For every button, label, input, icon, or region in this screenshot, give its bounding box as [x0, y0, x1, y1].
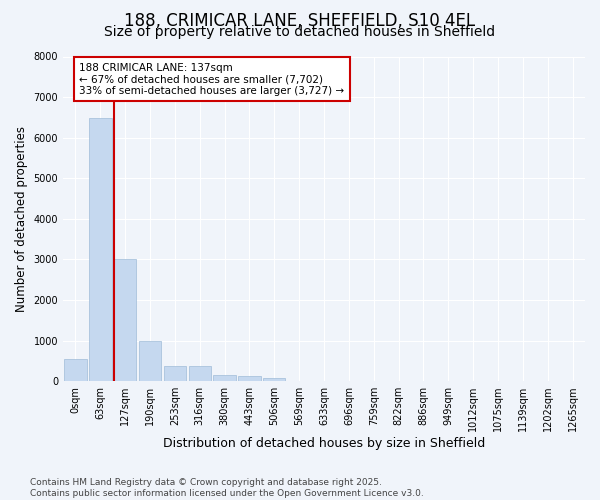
Bar — [188, 366, 211, 381]
Bar — [238, 376, 260, 381]
Bar — [64, 359, 86, 381]
Bar — [139, 340, 161, 381]
Text: 188 CRIMICAR LANE: 137sqm
← 67% of detached houses are smaller (7,702)
33% of se: 188 CRIMICAR LANE: 137sqm ← 67% of detac… — [79, 62, 344, 96]
Text: Size of property relative to detached houses in Sheffield: Size of property relative to detached ho… — [104, 25, 496, 39]
Y-axis label: Number of detached properties: Number of detached properties — [15, 126, 28, 312]
Bar — [164, 366, 186, 381]
Bar — [89, 118, 112, 381]
Text: Contains HM Land Registry data © Crown copyright and database right 2025.
Contai: Contains HM Land Registry data © Crown c… — [30, 478, 424, 498]
Bar — [114, 260, 136, 381]
Bar — [263, 378, 286, 381]
Text: 188, CRIMICAR LANE, SHEFFIELD, S10 4EL: 188, CRIMICAR LANE, SHEFFIELD, S10 4EL — [124, 12, 476, 30]
X-axis label: Distribution of detached houses by size in Sheffield: Distribution of detached houses by size … — [163, 437, 485, 450]
Bar — [214, 375, 236, 381]
